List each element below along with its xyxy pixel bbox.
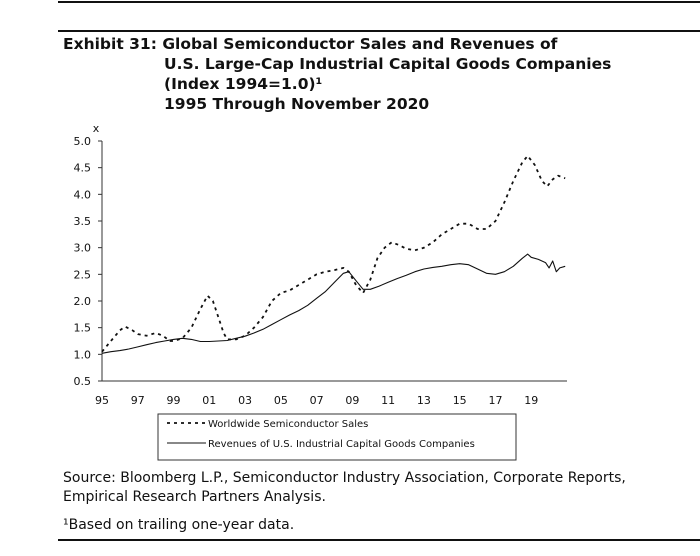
exhibit-number: Exhibit 31: (63, 35, 157, 53)
y-tick-label: 1.5 (74, 322, 92, 335)
y-tick-label: 4.0 (74, 188, 92, 201)
series-capital-goods-revenues-line (101, 253, 566, 354)
source-note: Source: Bloomberg L.P., Semiconductor In… (63, 470, 626, 505)
title-line-3: (Index 1994=1.0)¹ (164, 75, 323, 93)
y-tick-label: 1.0 (74, 348, 92, 361)
x-tick-label: 13 (417, 394, 431, 407)
chart-series (101, 155, 566, 354)
title-line-2: U.S. Large-Cap Industrial Capital Goods … (164, 55, 612, 73)
top-rule (58, 1, 700, 3)
chart-container: x 0.5 1.0 1.5 2.0 2.5 3.0 3.5 4.0 4.5 5.0 95 97 99 01 0… (0, 118, 700, 468)
x-tick-label: 19 (524, 394, 538, 407)
x-tick-label: 99 (167, 394, 181, 407)
footnote: ¹Based on trailing one-year data. (63, 517, 295, 533)
series-semiconductor-sales-line (101, 155, 566, 353)
chart-axes: x 0.5 1.0 1.5 2.0 2.5 3.0 3.5 4.0 4.5 5.0 95 97 99 01 0… (74, 122, 567, 407)
x-tick-label: 05 (274, 394, 288, 407)
y-tick-label: 2.5 (74, 268, 92, 281)
x-tick-label: 01 (202, 394, 216, 407)
legend-label: Worldwide Semiconductor Sales (208, 419, 368, 430)
legend-box (157, 413, 517, 461)
bottom-rule (58, 539, 700, 541)
x-tick-label: 95 (95, 394, 109, 407)
y-tick-label: 4.5 (74, 162, 92, 175)
x-tick-label: 11 (381, 394, 395, 407)
y-tick-label: 2.0 (74, 295, 92, 308)
x-tick-label: 17 (488, 394, 502, 407)
title-text-1: Global Semiconductor Sales and Revenues … (162, 35, 558, 53)
x-tick-label: 07 (310, 394, 324, 407)
x-tick-label: 15 (453, 394, 467, 407)
x-tick-label: 03 (238, 394, 252, 407)
legend-label: Revenues of U.S. Industrial Capital Good… (208, 439, 475, 450)
exhibit-title: Exhibit 31: Global Semiconductor Sales a… (63, 34, 693, 114)
y-tick-label: 3.0 (74, 242, 92, 255)
title-line-4: 1995 Through November 2020 (164, 95, 430, 113)
chart-legend: Worldwide Semiconductor Sales Revenues of… (157, 413, 517, 461)
title-rule (58, 30, 700, 32)
y-axis-label: x (93, 122, 100, 135)
x-tick-label: 97 (131, 394, 145, 407)
y-tick-label: 0.5 (74, 375, 92, 388)
x-tick-label: 09 (345, 394, 359, 407)
line-chart: x 0.5 1.0 1.5 2.0 2.5 3.0 3.5 4.0 4.5 5.0 95 97 99 01 0… (74, 122, 567, 461)
y-tick-label: 5.0 (74, 135, 92, 148)
y-tick-label: 3.5 (74, 215, 92, 228)
title-line-1: Exhibit 31: Global Semiconductor Sales a… (63, 34, 693, 54)
